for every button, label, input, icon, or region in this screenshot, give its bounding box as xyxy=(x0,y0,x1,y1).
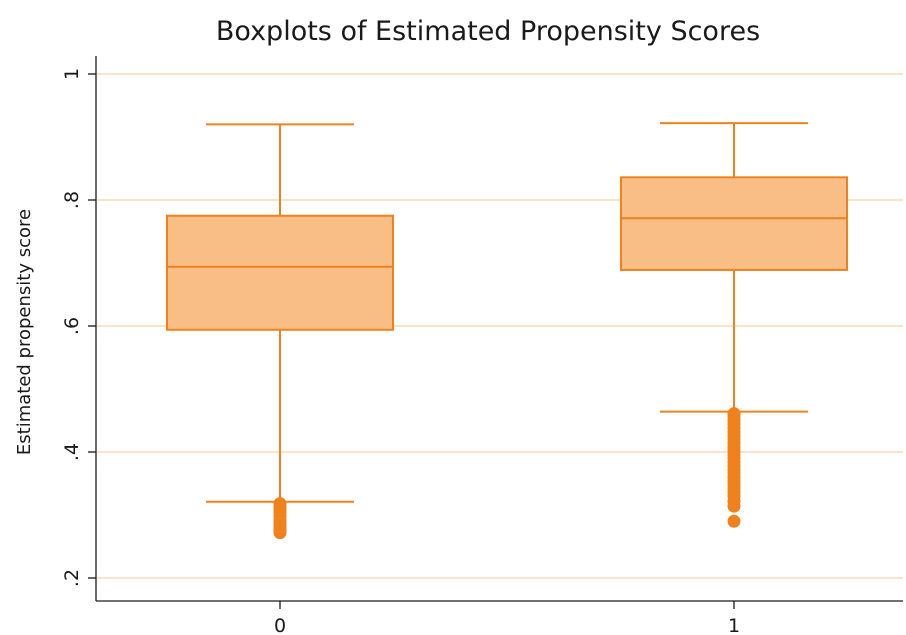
iqr-box xyxy=(166,214,394,331)
box-group-1 xyxy=(620,122,848,528)
y-tick-label: 1 xyxy=(61,68,83,80)
x-tick-label: 1 xyxy=(728,615,740,635)
y-tick-label: .4 xyxy=(61,443,83,461)
boxes xyxy=(166,122,848,540)
iqr-box xyxy=(620,176,848,271)
y-axis-title: Estimated propensity score xyxy=(14,209,35,455)
y-tick-label: .6 xyxy=(61,317,83,335)
y-tick-label: .2 xyxy=(61,569,83,587)
y-tick-label: .8 xyxy=(61,191,83,209)
axes: .2 .4 .6 .8 1 0 1 xyxy=(61,56,903,635)
box-group-0 xyxy=(166,123,394,540)
x-tick-label: 0 xyxy=(274,615,286,635)
outlier-point xyxy=(727,514,741,528)
outlier-point xyxy=(273,526,287,540)
chart-title: Boxplots of Estimated Propensity Scores xyxy=(216,16,760,47)
outlier-point xyxy=(727,499,741,513)
